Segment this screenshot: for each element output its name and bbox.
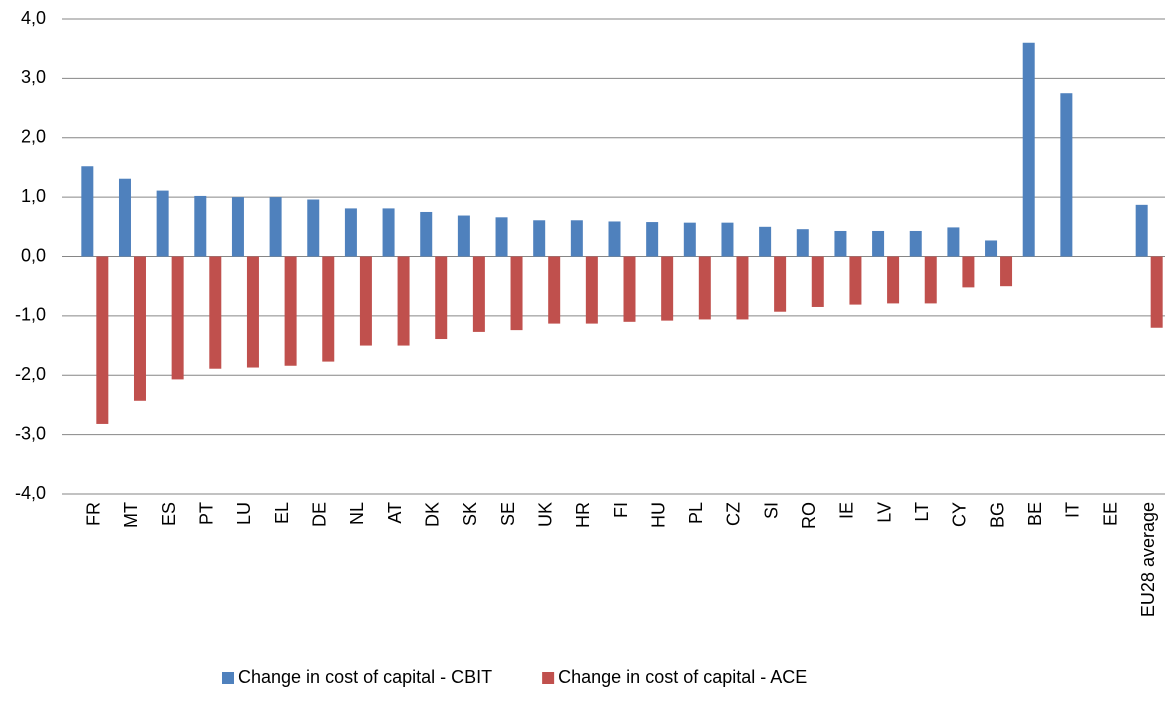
bar [759, 226, 772, 257]
x-tick-label: UK [535, 502, 555, 527]
x-tick-label: EE [1100, 502, 1120, 526]
x-tick-label: LT [912, 502, 932, 522]
bar [81, 166, 94, 257]
y-tick-label: -3,0 [15, 423, 46, 443]
y-tick-label: -4,0 [15, 483, 46, 503]
bar [548, 256, 561, 324]
bar [194, 195, 207, 257]
bar [457, 215, 470, 257]
y-tick-label: 0,0 [21, 245, 46, 265]
bar [1060, 93, 1073, 257]
x-tick-label: HR [573, 502, 593, 528]
legend-label: Change in cost of capital - CBIT [238, 667, 492, 687]
bar [397, 256, 410, 346]
bar [947, 227, 960, 257]
x-tick-label: DE [310, 502, 330, 527]
bar [171, 256, 184, 380]
x-tick-label: PL [686, 502, 706, 524]
x-tick-label: SK [460, 502, 480, 526]
bar [1150, 256, 1163, 328]
bar [962, 256, 975, 288]
x-tick-label: HU [648, 502, 668, 528]
y-tick-label: 4,0 [21, 8, 46, 28]
bar [344, 208, 357, 257]
x-tick-label: EU28 average [1138, 502, 1158, 617]
bar [1022, 42, 1035, 257]
bar [209, 256, 222, 369]
bar [307, 199, 320, 257]
bar [721, 222, 734, 257]
x-tick-label: SE [498, 502, 518, 526]
bar [495, 217, 508, 257]
bar [510, 256, 523, 331]
bar [774, 256, 787, 312]
bar [661, 256, 674, 321]
x-tick-label: CZ [724, 502, 744, 526]
bar [322, 256, 335, 362]
x-tick-label: ES [159, 502, 179, 526]
x-tick-label: FR [84, 502, 104, 526]
bar [284, 256, 297, 366]
legend-swatch [542, 672, 555, 684]
legend-swatch [222, 672, 234, 684]
y-tick-label: 1,0 [21, 186, 46, 206]
bar [811, 256, 824, 307]
x-tick-label: FI [611, 502, 631, 518]
x-tick-label: AT [385, 502, 405, 524]
y-tick-label: -1,0 [15, 305, 46, 325]
bar [156, 190, 169, 257]
bar [420, 211, 433, 257]
bar [849, 256, 862, 305]
bar [608, 221, 621, 257]
x-tick-label: IT [1063, 502, 1083, 518]
bar [887, 256, 900, 304]
bar [985, 240, 998, 257]
bar [246, 256, 259, 368]
bar [133, 256, 146, 401]
bar [796, 229, 809, 257]
bar [231, 197, 244, 257]
x-tick-label: BE [1025, 502, 1045, 526]
bar [533, 220, 546, 257]
bar [698, 256, 711, 320]
x-tick-label: PT [197, 502, 217, 525]
bar [646, 222, 659, 257]
bar [382, 208, 395, 257]
bar [472, 256, 485, 332]
x-tick-label: RO [799, 502, 819, 529]
bar [872, 230, 885, 257]
bar [1135, 204, 1148, 257]
bar [736, 256, 749, 320]
x-tick-label: LU [234, 502, 254, 525]
y-tick-label: -2,0 [15, 364, 46, 384]
bar [435, 256, 448, 340]
x-tick-label: NL [347, 502, 367, 525]
bar [585, 256, 598, 324]
bar [924, 256, 937, 304]
y-tick-label: 3,0 [21, 67, 46, 87]
x-tick-label: DK [422, 502, 442, 527]
y-tick-label: 2,0 [21, 127, 46, 147]
bar [623, 256, 636, 322]
bar [834, 230, 847, 257]
bar [269, 197, 282, 257]
x-tick-label: CY [950, 502, 970, 527]
bar [118, 178, 131, 257]
bar [359, 256, 372, 346]
x-tick-label: MT [121, 502, 141, 528]
bar [570, 220, 583, 257]
bar [909, 230, 922, 257]
bar [96, 256, 109, 424]
x-tick-label: BG [987, 502, 1007, 528]
x-tick-label: IE [837, 502, 857, 519]
x-tick-label: EL [272, 502, 292, 524]
bar [1000, 256, 1013, 287]
x-tick-label: SI [761, 502, 781, 519]
legend-label: Change in cost of capital - ACE [558, 667, 807, 687]
bar [683, 222, 696, 257]
x-tick-label: LV [874, 502, 894, 523]
